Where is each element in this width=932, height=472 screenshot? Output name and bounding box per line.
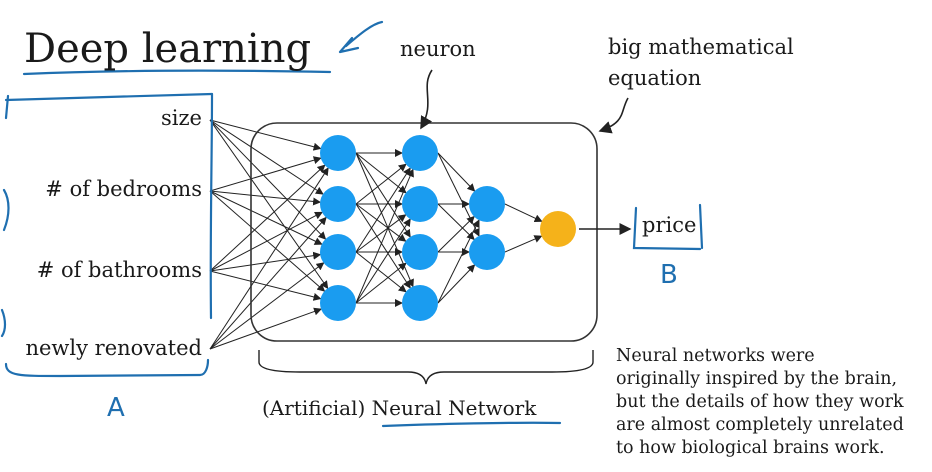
neuron-node [469, 234, 505, 270]
network-underline [381, 421, 562, 428]
connection-lines [209, 119, 543, 350]
input-label-renovated: newly renovated [25, 336, 202, 360]
input-left-bracket [0, 94, 10, 338]
connection-line [209, 270, 322, 301]
connection-line [437, 219, 480, 304]
connection-line [355, 203, 407, 242]
connection-line [504, 203, 543, 222]
output-neuron-node [540, 211, 576, 247]
input-bottom-bracket [4, 358, 210, 378]
note-line: but the details of how they work [616, 392, 904, 412]
equation-pointer-arrow [598, 97, 629, 134]
title-underline [22, 69, 332, 76]
handwritten-output-letter: B [660, 260, 678, 290]
input-bracket-top [4, 92, 214, 102]
connection-line [209, 164, 326, 272]
connection-line [355, 163, 407, 205]
output-label: price [642, 213, 697, 237]
connection-line [355, 214, 407, 253]
connection-line [355, 218, 411, 304]
neuron-node [320, 186, 356, 222]
connection-line [504, 235, 543, 253]
connection-line [437, 152, 476, 192]
input-label-size: size [161, 106, 202, 130]
connection-line [355, 251, 407, 293]
neuron-pointer-arrow [420, 69, 433, 130]
neuron-node [402, 135, 438, 171]
page-title: Deep learning [24, 26, 312, 72]
connection-line [209, 119, 322, 151]
handwritten-annotations [0, 20, 704, 428]
check-mark-ink [338, 20, 384, 54]
equation-label-line2: equation [608, 66, 702, 90]
connection-line [209, 119, 327, 240]
connection-line [209, 190, 322, 206]
connection-line [209, 307, 323, 350]
price-bracket [632, 203, 704, 251]
note-line: originally inspired by the brain, [616, 369, 898, 389]
neuron-label: neuron [400, 37, 476, 61]
connection-line [355, 152, 407, 194]
neuron-node [402, 186, 438, 222]
neuron-node [320, 135, 356, 171]
neuron-node [320, 285, 356, 321]
handwritten-input-letter: A [107, 393, 125, 423]
connection-line [355, 152, 414, 288]
note-line: are almost completely unrelated [616, 415, 904, 435]
connection-line [355, 152, 411, 238]
connection-line [437, 215, 475, 253]
connection-line [437, 264, 476, 304]
network-brace [258, 350, 594, 385]
connection-line [355, 262, 407, 304]
connection-line [209, 119, 329, 290]
equation-label-line1: big mathematical [608, 35, 794, 59]
connection-line [209, 262, 325, 350]
note-line: Neural networks were [616, 346, 815, 366]
connection-line [209, 156, 322, 192]
connection-line [209, 167, 329, 350]
connection-line [209, 211, 323, 272]
neuron-node [402, 234, 438, 270]
connection-line [355, 167, 411, 253]
neuron-node [469, 186, 505, 222]
neuron-node [320, 234, 356, 270]
input-bracket-side [209, 92, 214, 320]
connection-line [209, 251, 322, 272]
input-label-bedrooms: # of bedrooms [45, 177, 202, 201]
connection-line [209, 119, 324, 195]
input-label-bathrooms: # of bathrooms [36, 258, 202, 282]
connection-line [355, 168, 414, 304]
connection-line [437, 203, 475, 241]
neuron-nodes [320, 135, 576, 321]
connection-line [209, 190, 323, 245]
network-label: (Artificial) Neural Network [262, 396, 537, 420]
connection-line [209, 216, 327, 350]
connection-line [355, 203, 411, 289]
neuron-node [402, 285, 438, 321]
note-line: to how biological brains work. [616, 438, 885, 458]
